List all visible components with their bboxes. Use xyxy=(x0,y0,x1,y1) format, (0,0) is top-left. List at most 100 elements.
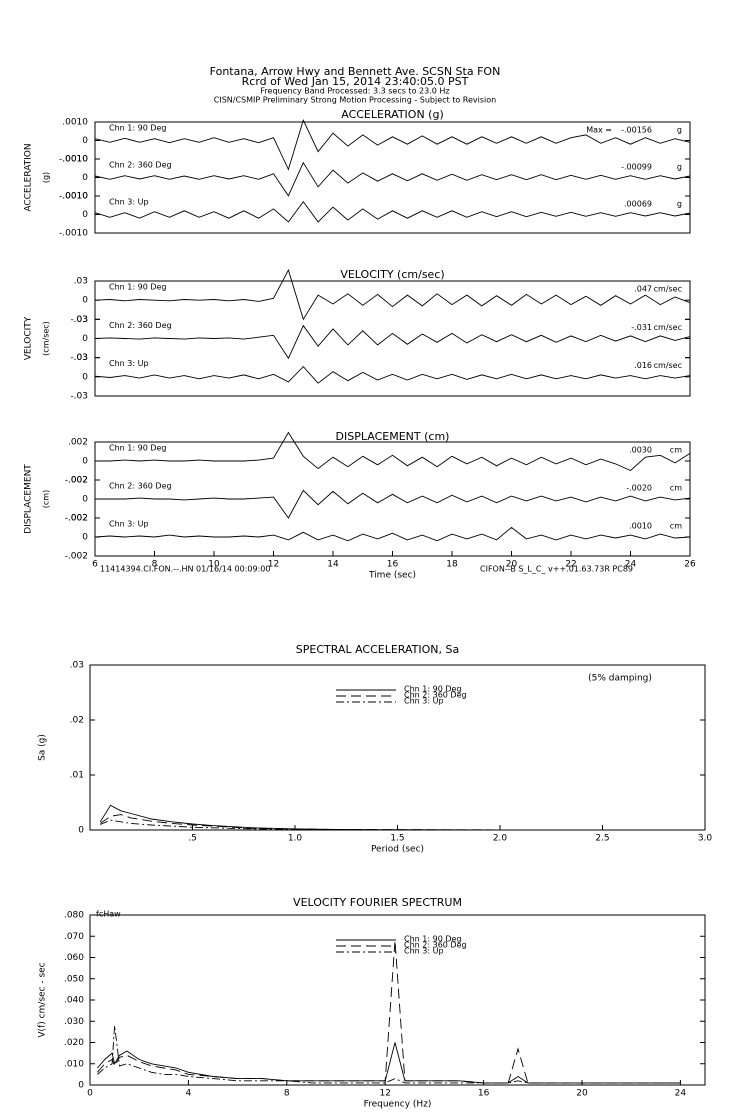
x-tick-label: 4 xyxy=(186,1089,192,1099)
footer-note: 11414394.CI.FON.--.HN 01/16/14 00:09:00 xyxy=(100,565,270,574)
y-tick-label: .040 xyxy=(64,996,84,1006)
y-tick-label: 0 xyxy=(82,533,88,543)
legend-label: Chn 2: 360 Deg xyxy=(404,941,467,950)
y-tick-label: 0 xyxy=(82,372,88,382)
x-tick-label: 16 xyxy=(387,560,399,570)
x-axis-label: Period (sec) xyxy=(371,845,424,855)
legend-label: Chn 1: 90 Deg xyxy=(404,935,461,944)
chart-title: DISPLACEMENT (cm) xyxy=(336,430,450,443)
channel-label: Chn 1: 90 Deg xyxy=(109,444,166,453)
y-tick-label: .002 xyxy=(68,438,88,448)
peak-label: -.00099 xyxy=(621,163,652,172)
y-tick-label: -.03 xyxy=(70,353,88,363)
x-tick-label: 2.5 xyxy=(595,834,609,844)
series-line xyxy=(94,200,691,223)
y-axis-label: VELOCITY xyxy=(24,316,34,360)
peak-label: -.00156 xyxy=(621,126,652,135)
y-tick-label: .050 xyxy=(64,974,84,984)
x-tick-label: 12 xyxy=(268,560,279,570)
y-axis-label: DISPLACEMENT xyxy=(24,464,34,534)
y-axis-unit: (g) xyxy=(42,172,51,183)
legend-label: Chn 3: Up xyxy=(404,947,444,956)
y-tick-label: -.002 xyxy=(65,514,88,524)
x-tick-label: 8 xyxy=(152,560,158,570)
peak-unit: g xyxy=(677,200,682,209)
y-tick-label: 0 xyxy=(82,457,88,467)
x-tick-label: 26 xyxy=(684,560,696,570)
peak-label: .016 xyxy=(634,361,652,370)
y-tick-label: 0 xyxy=(82,210,88,220)
y-tick-label: 0 xyxy=(82,334,88,344)
peak-unit: cm/sec xyxy=(654,323,682,332)
series-line xyxy=(94,365,691,384)
peak-label: -.0020 xyxy=(626,484,652,493)
x-axis-label: Frequency (Hz) xyxy=(364,1100,432,1110)
series-line xyxy=(100,814,501,831)
y-tick-label: 0 xyxy=(78,1081,84,1091)
y-tick-label: .070 xyxy=(64,932,84,942)
legend-label: Chn 2: 360 Deg xyxy=(404,691,467,700)
peak-unit: cm/sec xyxy=(654,361,682,370)
chart-title: VELOCITY (cm/sec) xyxy=(340,268,444,281)
series-line xyxy=(99,804,501,831)
peak-label: .00069 xyxy=(624,200,652,209)
peak-unit: g xyxy=(677,163,682,172)
x-tick-label: 18 xyxy=(446,560,458,570)
y-tick-label: 0 xyxy=(82,495,88,505)
peak-unit: cm xyxy=(670,522,682,531)
peak-unit: g xyxy=(677,126,682,135)
footer-note: CIFON--B S_L_C_ v++.01.63.73R PC89 xyxy=(480,565,633,574)
series-line xyxy=(100,819,500,831)
y-tick-label: 0 xyxy=(82,173,88,183)
y-tick-label: .060 xyxy=(64,953,84,963)
y-tick-label: .03 xyxy=(70,661,84,671)
channel-label: Chn 1: 90 Deg xyxy=(109,124,166,133)
y-tick-label: .03 xyxy=(74,315,88,325)
series-line xyxy=(94,324,691,360)
y-tick-label: 0 xyxy=(82,296,88,306)
plot-frame xyxy=(89,914,706,1086)
series-line xyxy=(95,431,691,472)
y-tick-label: .03 xyxy=(74,277,88,287)
peak-unit: cm xyxy=(670,446,682,455)
channel-label: Chn 2: 360 Deg xyxy=(109,482,172,491)
y-tick-label: .02 xyxy=(70,716,84,726)
y-axis-label: ACCELERATION xyxy=(24,143,34,211)
plot-frame xyxy=(89,664,706,831)
peak-label: .0010 xyxy=(629,522,652,531)
x-tick-label: 2.0 xyxy=(493,834,508,844)
y-tick-label: 0 xyxy=(78,826,84,836)
series-line xyxy=(97,940,681,1084)
x-tick-label: 22 xyxy=(565,560,576,570)
header-line: Rcrd of Wed Jan 15, 2014 23:40:05.0 PST xyxy=(242,75,469,88)
series-line xyxy=(97,1042,681,1084)
series-line xyxy=(94,526,691,542)
series-line xyxy=(94,118,691,171)
y-tick-label: .0010 xyxy=(62,118,88,128)
x-tick-label: 20 xyxy=(506,560,518,570)
channel-label: Chn 2: 360 Deg xyxy=(109,321,172,330)
plot-frame xyxy=(94,280,691,397)
y-tick-label: -.03 xyxy=(70,392,88,402)
x-tick-label: 24 xyxy=(675,1089,687,1099)
note: (5% damping) xyxy=(588,674,652,684)
channel-label: Chn 2: 360 Deg xyxy=(109,161,172,170)
chart-title: SPECTRAL ACCELERATION, Sa xyxy=(296,643,459,656)
y-tick-label: .002 xyxy=(68,514,88,524)
y-tick-label: .01 xyxy=(70,771,84,781)
x-tick-label: 8 xyxy=(284,1089,290,1099)
channel-label: Chn 3: Up xyxy=(109,520,149,529)
y-tick-label: .03 xyxy=(74,353,88,363)
series-line xyxy=(94,268,691,321)
x-tick-label: 16 xyxy=(478,1089,490,1099)
y-tick-label: .010 xyxy=(64,1059,84,1069)
y-tick-label: .0010 xyxy=(62,155,88,165)
x-tick-label: 1.5 xyxy=(390,834,404,844)
header-line: CISN/CSMIP Preliminary Strong Motion Pro… xyxy=(214,96,496,105)
peak-label: .0030 xyxy=(629,446,652,455)
x-tick-label: .5 xyxy=(188,834,197,844)
note: fcHaw xyxy=(96,910,121,919)
y-tick-label: .002 xyxy=(68,476,88,486)
